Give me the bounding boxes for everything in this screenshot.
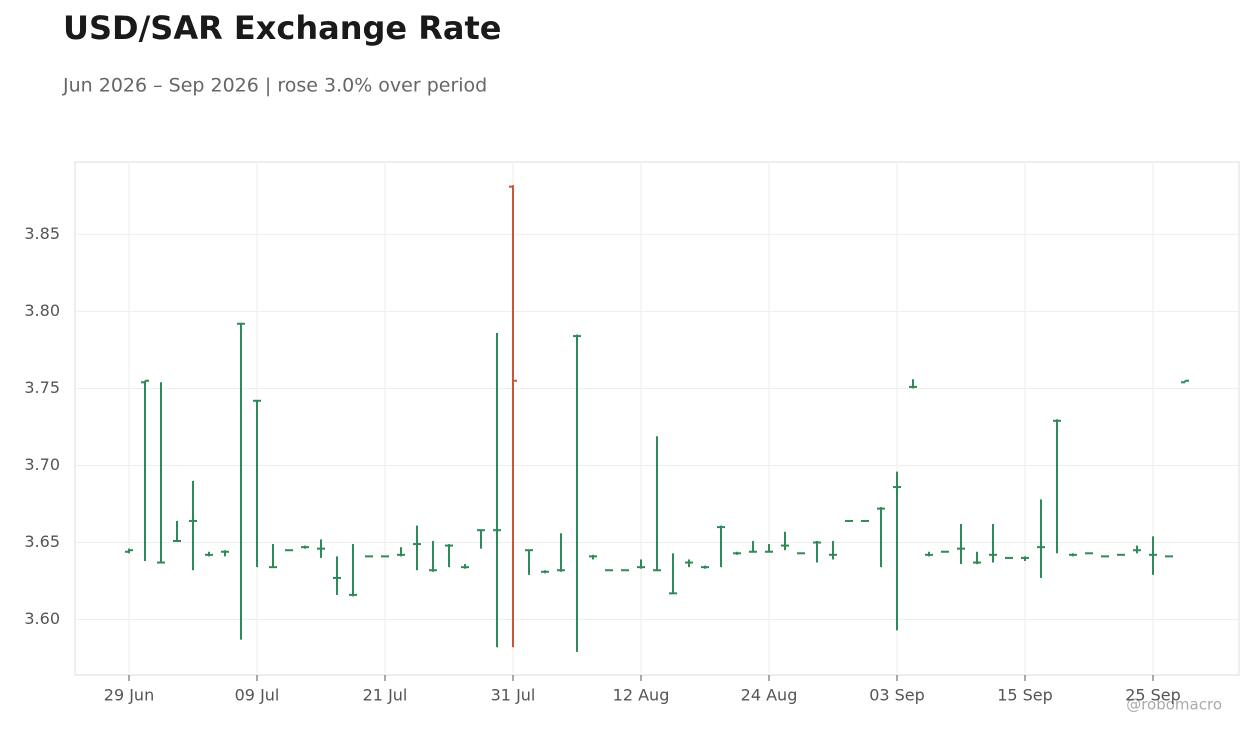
y-tick-label: 3.70 <box>24 455 60 474</box>
y-tick-label: 3.85 <box>24 224 60 243</box>
x-tick-label: 25 Sep <box>1125 686 1181 705</box>
x-tick-label: 24 Aug <box>741 686 798 705</box>
y-tick-label: 3.65 <box>24 532 60 551</box>
x-tick-label: 12 Aug <box>613 686 670 705</box>
chart-subtitle: Jun 2026 – Sep 2026 | rose 3.0% over per… <box>62 75 487 97</box>
y-tick-label: 3.80 <box>24 301 60 320</box>
watermark: @robomacro <box>1126 696 1222 714</box>
x-tick-label: 31 Jul <box>491 686 536 705</box>
y-tick-label: 3.75 <box>24 378 60 397</box>
chart-title: USD/SAR Exchange Rate <box>63 9 501 47</box>
x-tick-label: 15 Sep <box>997 686 1053 705</box>
x-tick-label: 21 Jul <box>363 686 408 705</box>
x-tick-label: 29 Jun <box>104 686 154 705</box>
y-tick-label: 3.60 <box>24 609 60 628</box>
x-tick-label: 03 Sep <box>869 686 925 705</box>
plot-frame <box>74 161 1240 676</box>
x-tick-label: 09 Jul <box>235 686 280 705</box>
